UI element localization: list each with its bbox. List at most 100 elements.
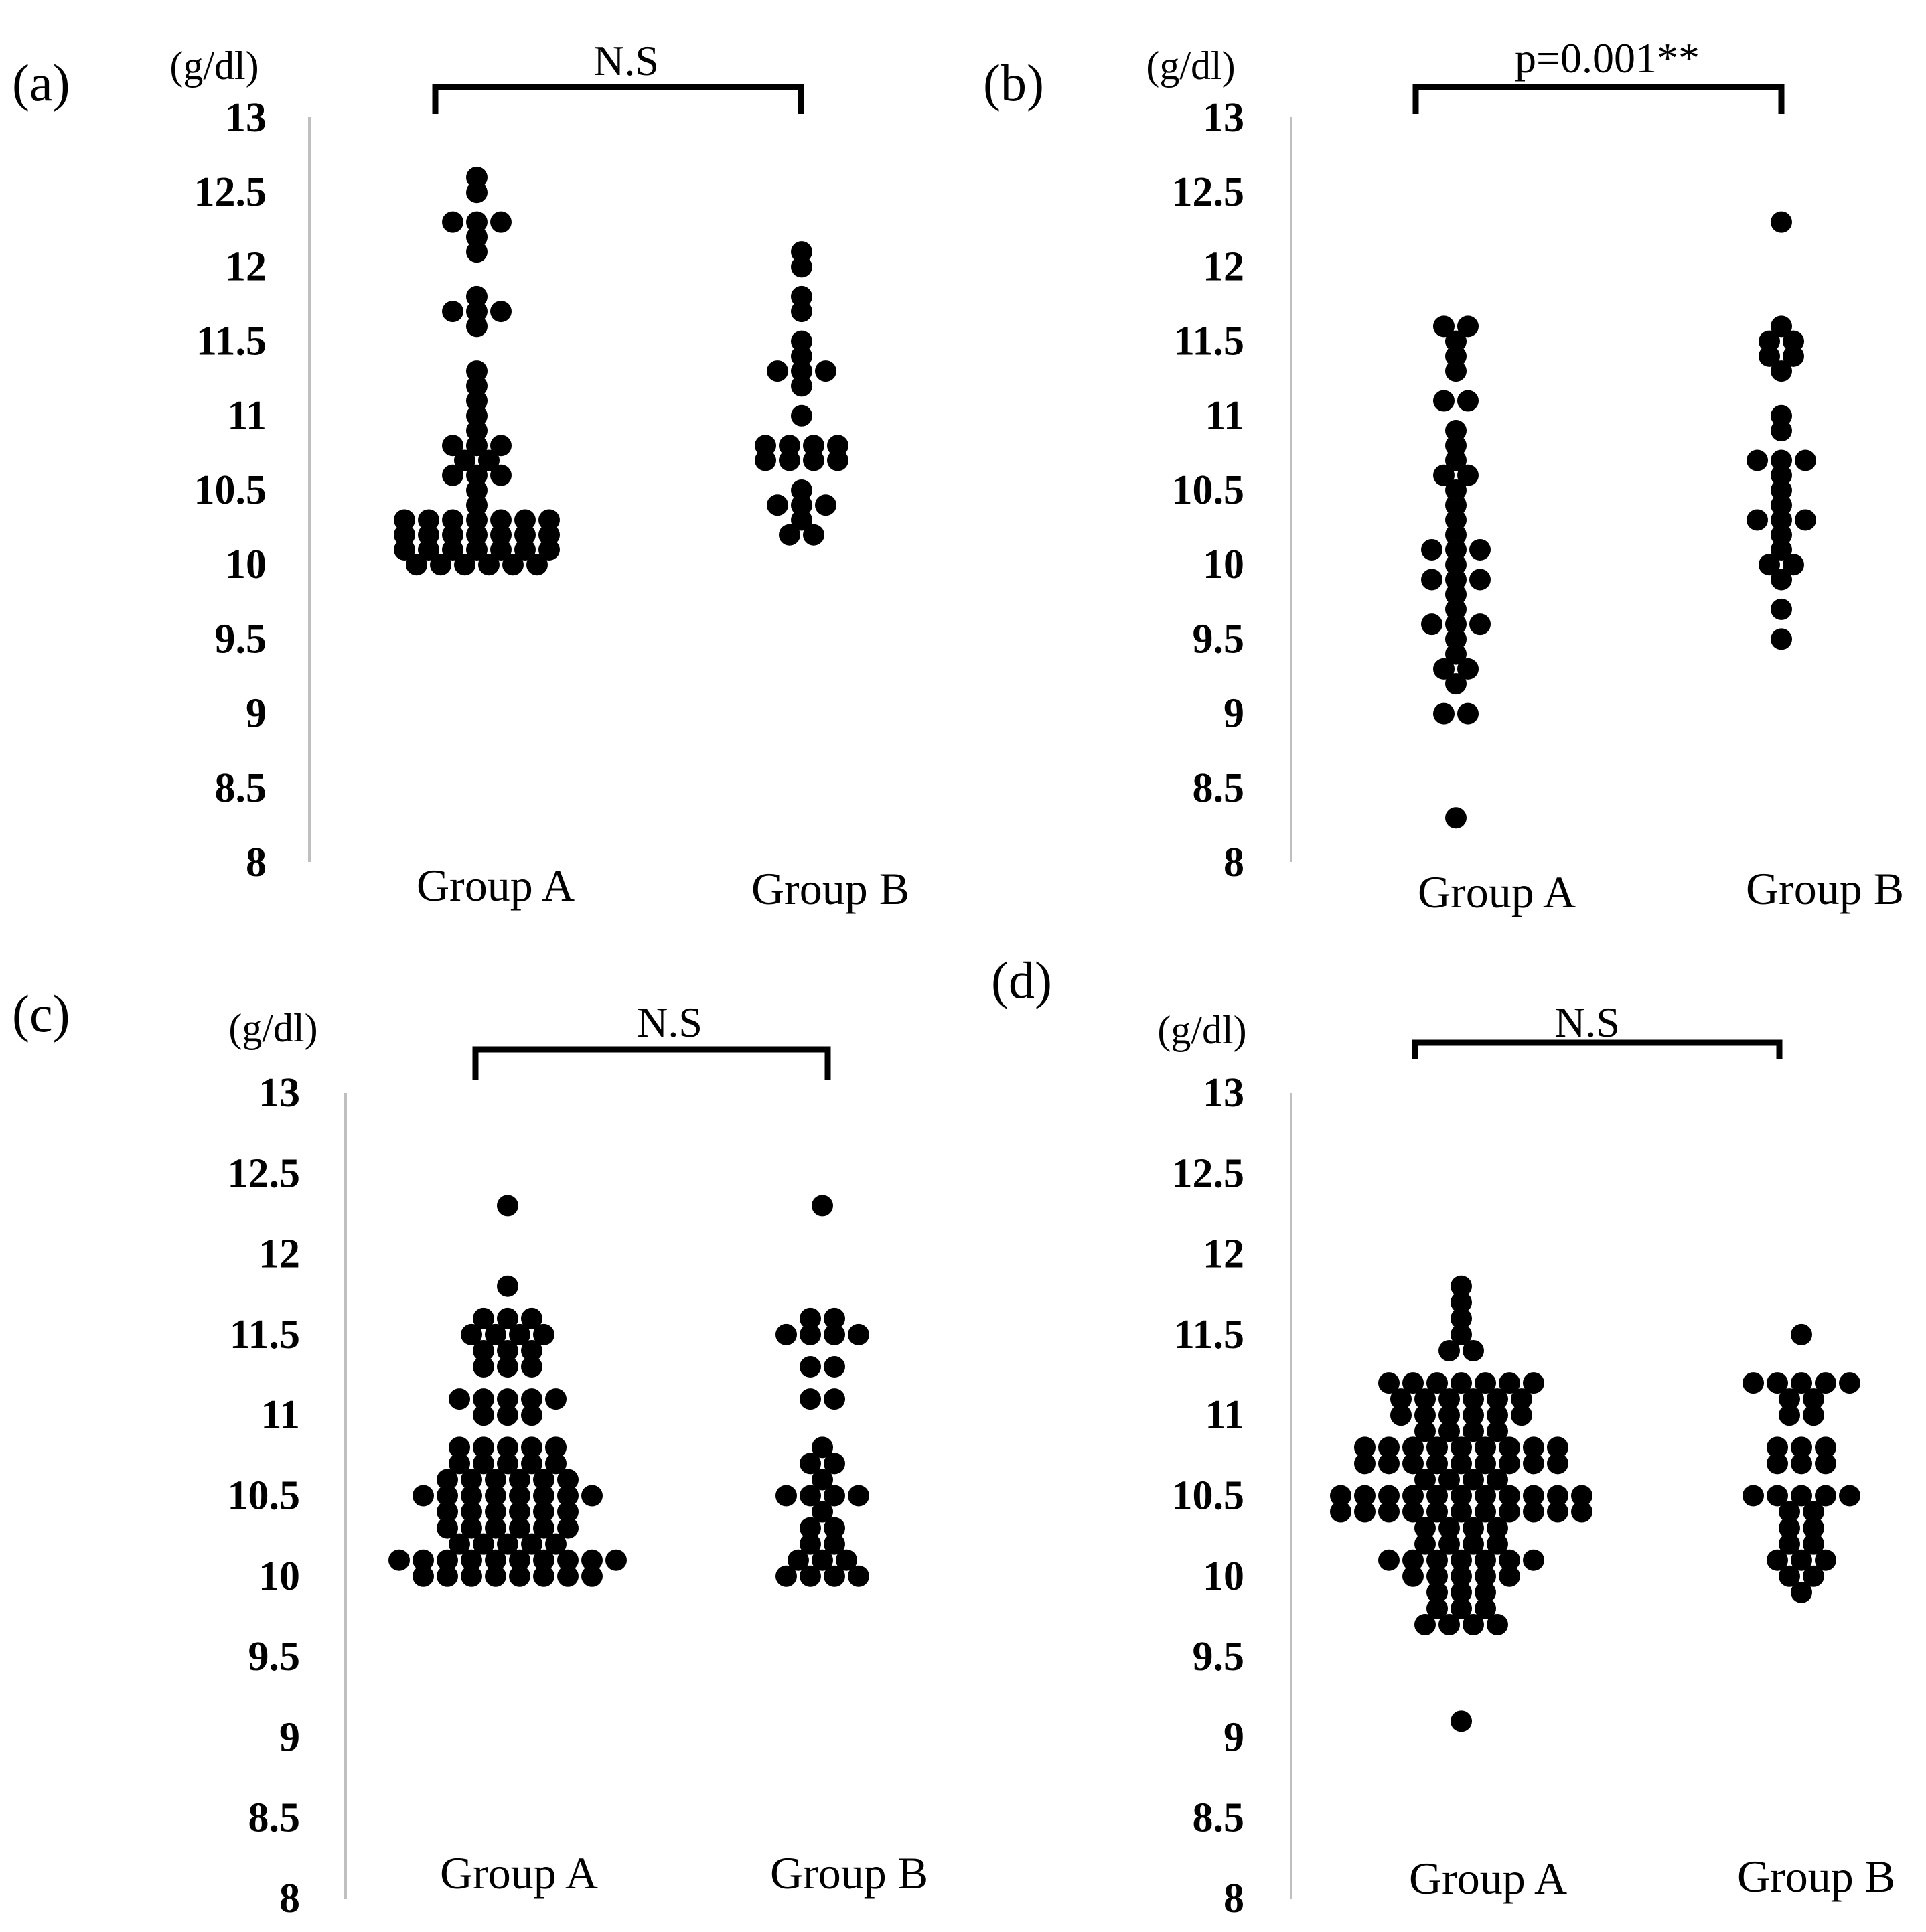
data-point-group-b — [1791, 1436, 1812, 1459]
data-point-group-b — [791, 330, 812, 352]
y-tick-label: 13 — [225, 95, 267, 141]
data-point-group-a — [418, 538, 439, 561]
data-point-group-a — [1523, 1372, 1544, 1394]
data-point-group-a — [466, 524, 488, 546]
data-point-group-a — [1438, 1404, 1460, 1426]
data-point-group-a — [1354, 1453, 1376, 1475]
data-point-group-a — [466, 181, 488, 204]
y-tick-label: 8.5 — [1193, 765, 1245, 811]
data-point-group-a — [1571, 1485, 1592, 1507]
data-point-group-a — [1451, 1485, 1472, 1507]
data-point-group-b — [1767, 1549, 1788, 1571]
data-point-group-a — [557, 1517, 579, 1539]
data-point-group-b — [1779, 1404, 1800, 1426]
data-point-group-a — [557, 1501, 579, 1523]
data-point-group-b — [812, 1436, 833, 1459]
y-tick-label: 8 — [1224, 1876, 1244, 1921]
data-point-group-a — [509, 1323, 530, 1345]
data-point-group-a — [1451, 1323, 1472, 1345]
data-point-group-a — [1414, 1404, 1436, 1426]
panel-d-ylabel: (g/dl) — [1157, 1008, 1246, 1052]
y-tick-label: 9.5 — [1193, 616, 1245, 662]
panel-b-y-ticks: 13 12.5 12 11.5 11 10.5 10 9.5 9 8.5 8 — [1172, 95, 1245, 885]
data-point-group-a — [418, 524, 439, 546]
y-tick-label: 11.5 — [1174, 319, 1244, 364]
y-tick-label: 9 — [279, 1714, 300, 1760]
data-point-group-b — [824, 1453, 845, 1475]
data-point-group-b — [791, 256, 812, 278]
data-point-group-b — [1791, 1485, 1812, 1507]
data-point-group-a — [1402, 1501, 1424, 1523]
data-point-group-a — [1469, 569, 1491, 591]
y-tick-label: 8 — [246, 840, 267, 885]
data-point-group-a — [466, 479, 488, 501]
data-point-group-a — [485, 1469, 506, 1491]
data-point-group-a — [437, 1517, 458, 1539]
data-point-group-b — [1771, 538, 1792, 561]
data-point-group-a — [1438, 1533, 1460, 1555]
data-point-group-b — [1791, 1453, 1812, 1475]
panel-b-ylabel: (g/dl) — [1146, 44, 1235, 88]
data-point-group-b — [1783, 345, 1804, 367]
data-point-group-b — [827, 435, 848, 457]
data-point-group-b — [1771, 464, 1792, 486]
y-tick-label: 9 — [246, 691, 267, 737]
data-point-group-a — [485, 1565, 506, 1587]
panel-d-group-b-label: Group B — [1737, 1851, 1895, 1902]
data-point-group-a — [1402, 1453, 1424, 1475]
data-point-group-a — [461, 1323, 482, 1345]
data-point-group-a — [1463, 1533, 1484, 1555]
y-tick-label: 9.5 — [215, 616, 267, 662]
data-point-group-a — [1426, 1485, 1448, 1507]
data-point-group-b — [1815, 1453, 1836, 1475]
data-point-group-a — [418, 509, 439, 531]
data-point-group-a — [1445, 330, 1467, 352]
data-point-group-a — [509, 1501, 530, 1523]
panel-c-group-b-label: Group B — [770, 1848, 928, 1899]
data-point-group-a — [1469, 613, 1491, 636]
data-point-group-a — [442, 211, 463, 233]
data-point-group-b — [1779, 1533, 1800, 1555]
data-point-group-a — [490, 211, 512, 233]
data-point-group-a — [1451, 1275, 1472, 1297]
data-point-group-a — [497, 1339, 518, 1361]
y-tick-label: 10 — [225, 542, 267, 587]
data-point-group-a — [545, 1436, 567, 1459]
data-point-group-a — [1426, 1501, 1448, 1523]
data-point-group-a — [466, 420, 488, 442]
data-point-group-a — [521, 1307, 542, 1329]
data-point-group-a — [1511, 1404, 1532, 1426]
data-point-group-a — [521, 1533, 542, 1555]
data-point-group-a — [1451, 1549, 1472, 1571]
data-point-group-a — [1426, 1372, 1448, 1394]
data-point-group-a — [1499, 1372, 1520, 1394]
data-point-group-a — [497, 1436, 518, 1459]
data-point-group-b — [1771, 449, 1792, 471]
data-point-group-a — [509, 1517, 530, 1539]
data-point-group-a — [1457, 702, 1479, 725]
data-point-group-b — [1803, 1404, 1824, 1426]
data-point-group-a — [538, 538, 560, 561]
data-point-group-a — [521, 1404, 542, 1426]
data-point-group-a — [1414, 1388, 1436, 1410]
data-point-group-a — [1547, 1453, 1568, 1475]
data-point-group-a — [1451, 1581, 1472, 1603]
data-point-group-a — [1426, 1565, 1448, 1587]
data-point-group-a — [454, 449, 475, 471]
data-point-group-a — [1475, 1565, 1496, 1587]
data-point-group-a — [605, 1549, 627, 1571]
panel-a-group-b-label: Group B — [751, 863, 909, 914]
data-point-group-a — [545, 1533, 567, 1555]
data-point-group-a — [485, 1549, 506, 1571]
data-point-group-b — [800, 1356, 821, 1378]
data-point-group-a — [545, 1388, 567, 1410]
data-point-group-b — [1803, 1533, 1824, 1555]
data-point-group-a — [1499, 1453, 1520, 1475]
panel-c-significance-bracket — [472, 1046, 831, 1080]
data-point-group-a — [1438, 1339, 1460, 1361]
data-point-group-a — [514, 538, 536, 561]
data-point-group-a — [1451, 1501, 1472, 1523]
data-point-group-a — [437, 1565, 458, 1587]
data-point-group-b — [803, 435, 824, 457]
data-point-group-a — [485, 1323, 506, 1345]
